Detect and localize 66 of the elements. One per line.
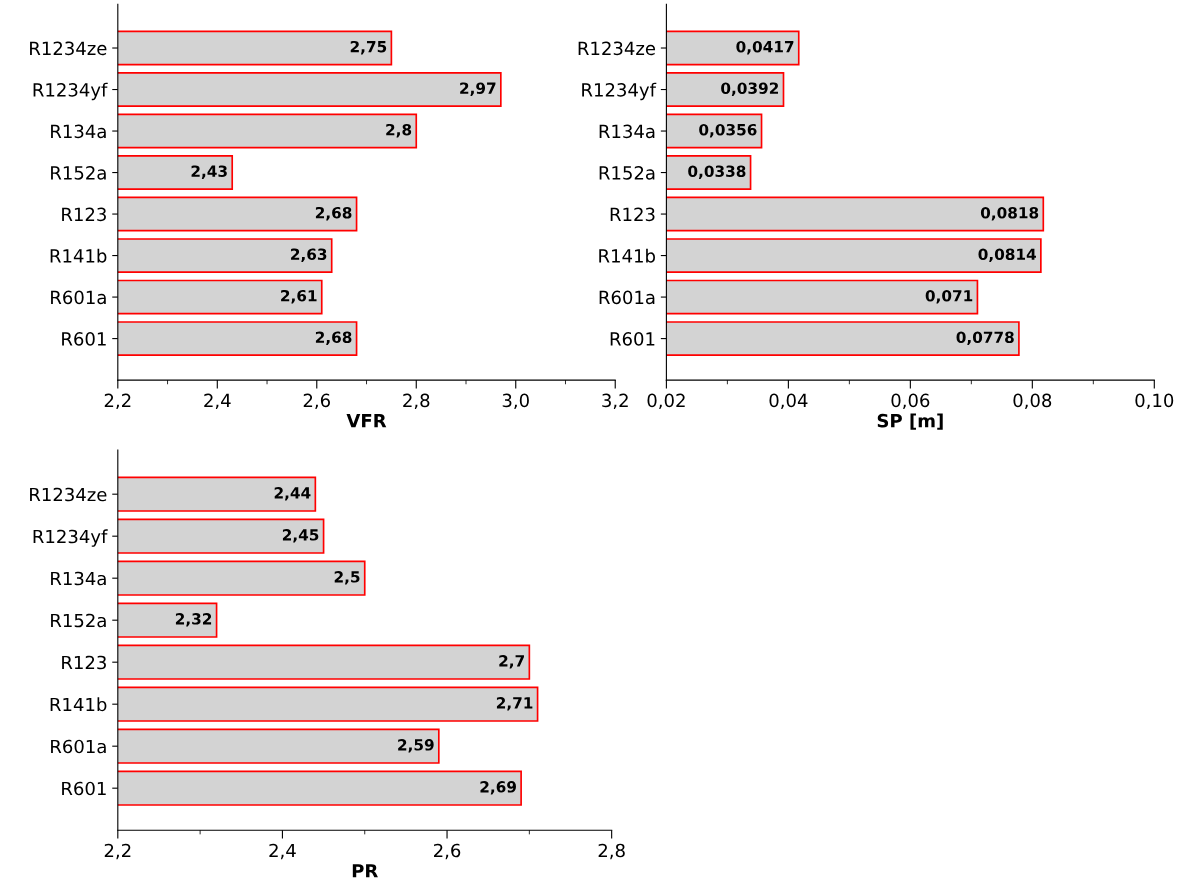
data-label: 0,0338 <box>688 165 746 179</box>
x-tick-label: 2,4 <box>269 843 296 860</box>
data-label: 2,7 <box>499 655 524 669</box>
data-label: 2,71 <box>496 697 533 711</box>
y-tick-label: R152a <box>51 166 106 180</box>
x-axis-title: PR <box>352 864 378 878</box>
x-axis-title: VFR <box>346 414 387 428</box>
x-tick-label: 0,08 <box>1013 393 1052 410</box>
data-label: 2,69 <box>480 781 516 795</box>
y-tick-label: R1234ze <box>578 41 656 56</box>
data-label: 0,0356 <box>699 123 757 138</box>
x-tick-label: 2,8 <box>598 843 625 860</box>
y-tick-label: R1234yf <box>33 82 108 101</box>
y-tick-label: R1234yf <box>582 82 657 101</box>
data-label: 2,5 <box>334 571 360 585</box>
data-label: 2,8 <box>386 123 412 138</box>
y-tick-label: R601 <box>610 332 655 346</box>
y-tick-label: R1234ze <box>30 41 107 56</box>
x-tick-label: 2,8 <box>403 393 430 410</box>
y-tick-label: R601a <box>599 290 655 305</box>
y-tick-label: R141b <box>50 248 107 263</box>
x-tick-label: 2,6 <box>303 393 330 410</box>
data-label: 2,61 <box>281 289 317 304</box>
y-tick-label: R134a <box>51 571 106 586</box>
y-tick-label: R141b <box>599 248 655 263</box>
data-label: 2,68 <box>315 331 352 345</box>
data-label: 2,63 <box>291 248 327 262</box>
data-label: 2,45 <box>282 529 319 543</box>
x-tick-label: 0,04 <box>769 393 808 410</box>
y-tick-label: R134a <box>599 124 655 139</box>
data-label: 2,44 <box>274 487 311 501</box>
data-label: 2,32 <box>175 613 212 627</box>
data-label: 0,0778 <box>956 331 1014 345</box>
x-tick-label: 0,06 <box>891 393 930 410</box>
y-tick-label: R123 <box>62 655 106 670</box>
data-label: 2,75 <box>350 40 387 55</box>
data-label: 0,071 <box>925 289 973 304</box>
x-tick-label: 0,10 <box>1135 393 1174 410</box>
data-label: 0,0392 <box>721 82 778 96</box>
data-label: 2,68 <box>315 206 352 221</box>
y-tick-label: R123 <box>62 207 106 222</box>
data-label: 0,0417 <box>736 40 794 55</box>
y-tick-label: R601a <box>51 290 106 305</box>
y-tick-label: R1234yf <box>33 529 108 547</box>
data-label: 0,0818 <box>980 206 1039 221</box>
y-tick-label: R601 <box>62 781 106 796</box>
x-tick-label: 2,2 <box>104 843 131 860</box>
y-tick-label: R152a <box>51 613 106 628</box>
x-axis-title: SP [m] <box>877 413 943 430</box>
x-tick-label: 2,6 <box>434 843 461 860</box>
y-tick-label: R123 <box>610 207 655 222</box>
data-label: 2,59 <box>398 739 434 753</box>
x-tick-label: 2,4 <box>204 393 231 410</box>
x-tick-label: 3,0 <box>502 393 529 410</box>
x-tick-label: 0,02 <box>647 393 685 410</box>
y-tick-label: R601a <box>51 739 106 754</box>
data-label: 2,43 <box>191 165 227 179</box>
data-label: 0,0814 <box>978 248 1036 262</box>
x-tick-label: 3,2 <box>602 393 628 410</box>
y-tick-label: R141b <box>50 697 107 712</box>
y-tick-label: R134a <box>51 124 106 139</box>
y-tick-label: R601 <box>62 332 106 346</box>
x-tick-label: 2,2 <box>104 393 131 410</box>
data-label: 2,97 <box>460 82 496 96</box>
y-tick-label: R152a <box>599 166 655 180</box>
y-tick-label: R1234ze <box>30 487 107 502</box>
